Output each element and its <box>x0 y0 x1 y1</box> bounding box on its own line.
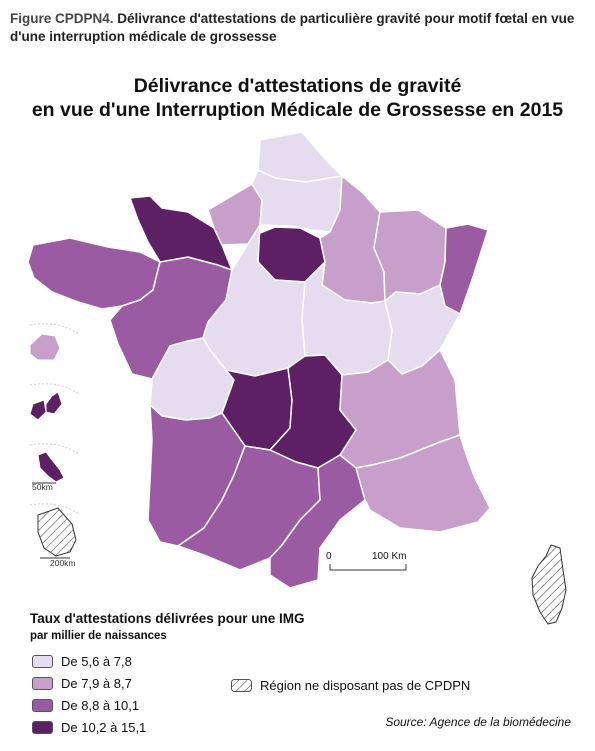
map-title-line-2: en vue d'une Interruption Médicale de Gr… <box>31 99 564 121</box>
legend-item-class-3: De 8,8 à 10,1 <box>32 696 139 714</box>
region-bretagne <box>27 237 161 310</box>
scale-bar-start-label: 0 <box>326 551 332 562</box>
inset-guyane <box>37 507 77 557</box>
legend-label-class-2: De 7,9 à 8,7 <box>61 675 132 691</box>
figure-caption-text: Délivrance d'attestations de particulièr… <box>10 11 575 44</box>
legend-item-class-4: De 10,2 à 15,1 <box>32 718 146 736</box>
legend-swatch-class-4 <box>32 720 53 734</box>
figure-caption: Figure CPDPN4. Délivrance d'attestations… <box>10 10 585 46</box>
map-title-line-1: Délivrance d'attestations de gravité <box>133 75 462 97</box>
region-nord-pas-de-calais <box>257 131 343 183</box>
legend-label-class-1: De 5,6 à 7,8 <box>61 653 132 669</box>
region-franche-comte <box>384 284 461 375</box>
legend-subtitle: par millier de naissances <box>30 630 167 642</box>
scale-bar-end-label: 100 Km <box>372 551 406 562</box>
legend-label-nodata: Région ne disposant pas de CPDPN <box>260 677 471 693</box>
legend-swatch-class-1 <box>32 654 53 668</box>
source-note: Source: Agence de la biomédecine <box>385 715 571 729</box>
overseas-inset-frames <box>29 323 81 516</box>
legend-label-class-4: De 10,2 à 15,1 <box>61 719 147 735</box>
legend-item-class-2: De 7,9 à 8,7 <box>32 674 132 692</box>
legend-label-class-3: De 8,8 à 10,1 <box>61 697 140 713</box>
legend-item-nodata: Région ne disposant pas de CPDPN <box>231 676 470 694</box>
inset-la-reunion <box>29 333 61 361</box>
inset-martinique <box>37 451 65 483</box>
legend-swatch-nodata <box>231 678 252 692</box>
legend-swatch-class-3 <box>32 698 53 712</box>
map-title: Délivrance d'attestations de gravité en … <box>0 74 595 122</box>
figure-caption-prefix: Figure CPDPN4. <box>10 11 114 26</box>
legend-item-class-1: De 5,6 à 7,8 <box>32 652 132 670</box>
region-corse <box>531 544 567 625</box>
inset-scale-label-large: 200km <box>50 558 76 568</box>
region-paca <box>355 434 491 533</box>
region-alsace <box>439 223 489 315</box>
inset-scale-label-small: 50km <box>32 482 53 492</box>
legend-title: Taux d'attestations délivrées pour une I… <box>30 611 305 626</box>
scale-bar <box>329 564 407 571</box>
inset-guadeloupe <box>29 391 63 421</box>
legend-swatch-class-2 <box>32 676 53 690</box>
